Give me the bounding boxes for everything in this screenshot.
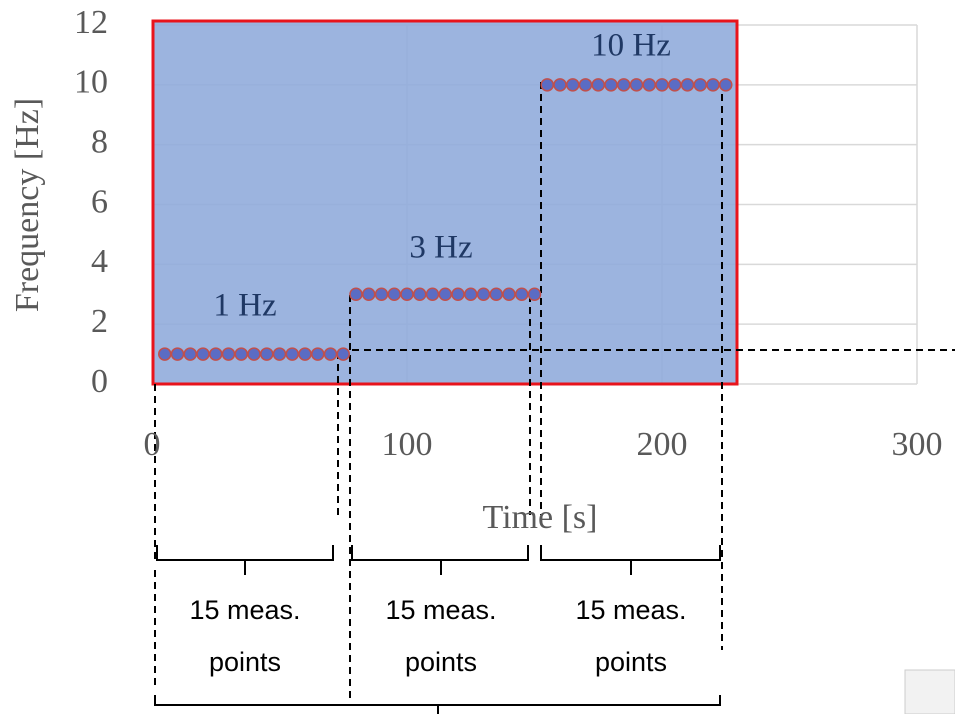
data-point: [413, 287, 427, 301]
data-point: [425, 287, 440, 301]
data-point: [387, 287, 401, 301]
data-point: [642, 78, 656, 92]
group-label: points: [405, 647, 477, 677]
y-tick-label: 12: [74, 4, 108, 41]
x-tick-label: 100: [382, 426, 433, 463]
data-point: [527, 287, 542, 301]
data-point: [464, 287, 478, 301]
data-point: [591, 78, 605, 92]
annotation: 1 Hz: [213, 288, 276, 324]
data-point: [298, 347, 312, 361]
data-point: [260, 347, 274, 361]
y-tick-label: 6: [91, 183, 108, 220]
data-point: [540, 78, 554, 92]
data-point: [349, 287, 363, 301]
data-point: [604, 78, 618, 92]
highlight-box: [151, 19, 739, 386]
data-point: [247, 347, 261, 361]
data-point: [311, 347, 325, 361]
data-point: [400, 287, 414, 301]
data-point: [502, 287, 516, 301]
x-axis-title: Time [s]: [483, 499, 598, 536]
data-point: [451, 287, 465, 301]
data-point: [566, 78, 580, 92]
x-tick-label: 200: [637, 426, 688, 463]
group-label: points: [209, 647, 281, 677]
data-point: [285, 347, 299, 361]
x-tick-label: 0: [144, 426, 161, 463]
data-point: [196, 347, 210, 361]
data-point: [272, 347, 287, 361]
data-point: [234, 347, 248, 361]
y-tick-label: 8: [91, 123, 108, 160]
data-point: [553, 78, 567, 92]
data-point: [706, 78, 720, 92]
data-point: [438, 287, 452, 301]
data-point: [578, 78, 593, 92]
data-point: [489, 287, 503, 301]
data-point: [323, 347, 338, 361]
data-point: [680, 78, 695, 92]
data-point: [655, 78, 669, 92]
data-point: [183, 347, 197, 361]
data-point: [336, 347, 350, 361]
data-point: [209, 347, 223, 361]
group-label: points: [595, 647, 667, 677]
data-point: [362, 287, 376, 301]
group-label: 15 meas.: [575, 595, 686, 625]
y-tick-label: 10: [74, 64, 108, 101]
data-point: [158, 347, 172, 361]
group-label: 15 meas.: [385, 595, 496, 625]
y-axis-title: Frequency [Hz]: [9, 98, 46, 312]
annotation: 10 Hz: [591, 28, 671, 64]
data-point: [617, 78, 631, 92]
data-point: [476, 287, 491, 301]
y-tick-label: 4: [91, 243, 108, 280]
annotation-lines: [154, 82, 955, 714]
data-point: [221, 347, 236, 361]
annotation: 3 Hz: [409, 230, 472, 266]
y-tick-label: 0: [91, 363, 108, 400]
thumbnail: [904, 669, 955, 714]
group-label: 15 meas.: [189, 595, 300, 625]
data-point: [719, 78, 733, 92]
data-point: [693, 78, 707, 92]
data-point: [170, 347, 185, 361]
data-point: [374, 287, 389, 301]
y-tick-label: 2: [91, 303, 108, 340]
data-point: [515, 287, 529, 301]
data-point: [668, 78, 682, 92]
x-tick-label: 300: [892, 426, 943, 463]
data-point: [629, 78, 644, 92]
